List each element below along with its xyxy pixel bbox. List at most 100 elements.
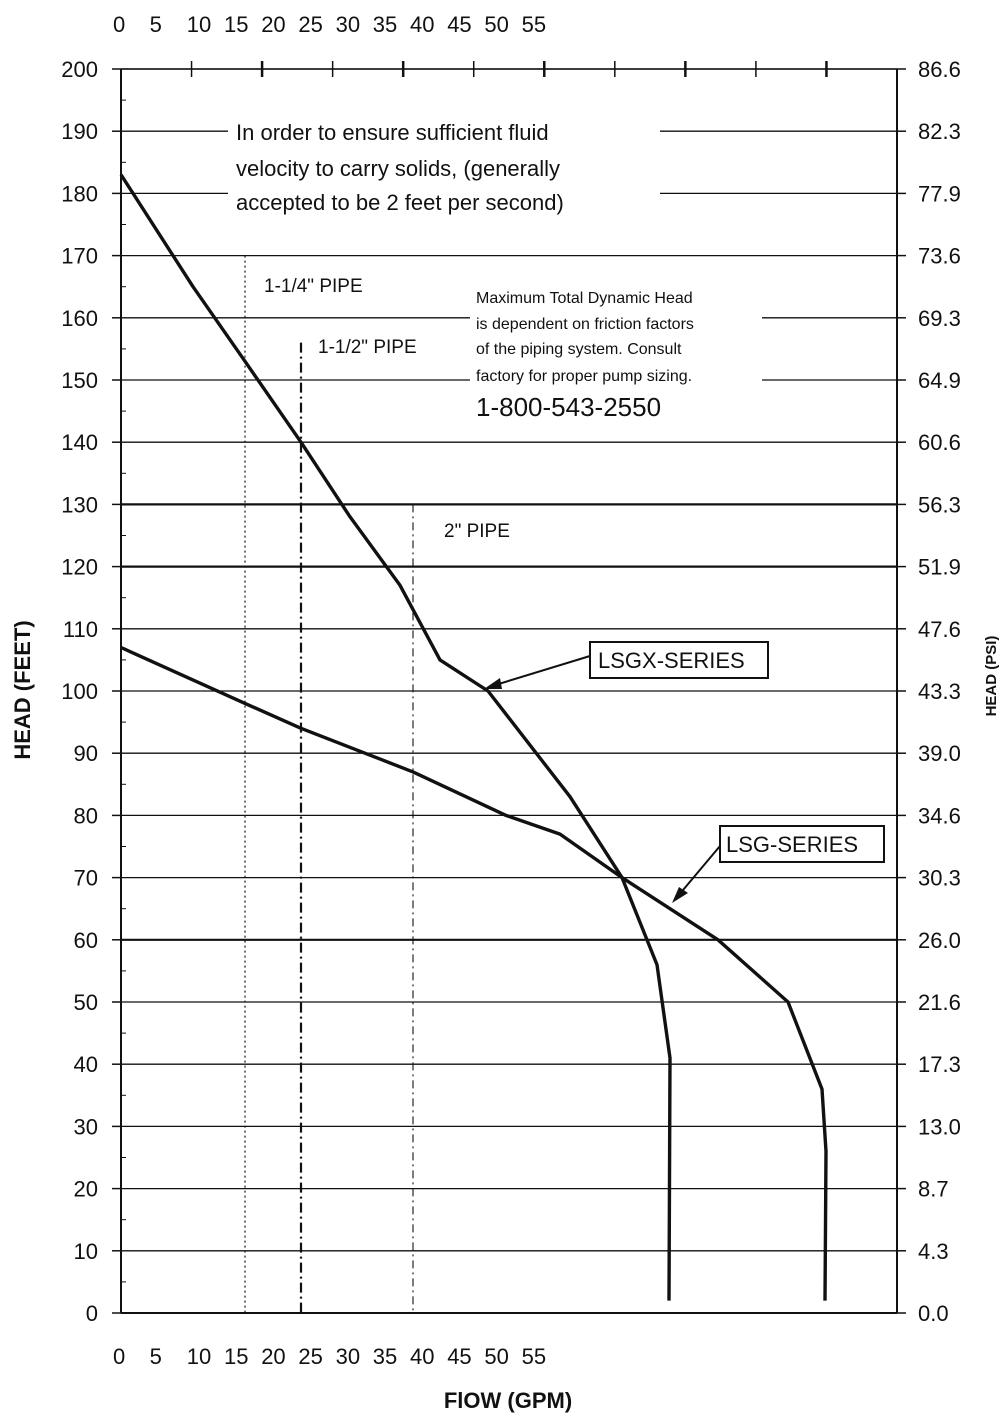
y2-tick-label-17.3: 17.3 [918,1052,961,1077]
y-tick-label-20: 20 [74,1177,98,1202]
y2-tick-label-30.3: 30.3 [918,866,961,891]
y2-tick-label-0.0: 0.0 [918,1301,949,1326]
velocity-note: In order to ensure sufficient fluid velo… [228,114,660,218]
y-tick-label-80: 80 [74,803,98,828]
y-tick-label-10: 10 [74,1239,98,1264]
pipe-lines [244,255,414,1313]
series-lines [119,173,828,1301]
x-tick-label-top-30: 30 [336,12,360,37]
axes [112,61,906,1314]
series-line-lsg-series [120,645,828,1301]
y2-tick-label-4.3: 4.3 [918,1239,949,1264]
y2-tick-label-47.6: 47.6 [918,617,961,642]
x-tick-label-bottom-50: 50 [484,1344,508,1369]
tdh-note-bg [470,284,762,392]
y-tick-label-0: 0 [86,1301,98,1326]
lsgx-arrow-head [484,678,502,689]
pipe-label-2: 2" PIPE [444,521,510,542]
x-tick-label-top-50: 50 [484,12,508,37]
x-axis-title: FlOW (GPM) [444,1388,572,1413]
x-tick-label-bottom-5: 5 [150,1344,162,1369]
x-tick-label-top-40: 40 [410,12,434,37]
tdh-note-line-4: factory for proper pump sizing. [476,368,692,385]
x-tick-label-bottom-15: 15 [224,1344,248,1369]
pipe-label-1-1-4: 1-1/4" PIPE [264,276,363,297]
tdh-note-line-3: of the piping system. Consult [476,341,682,358]
phone-number: 1-800-543-2550 [476,392,661,422]
tdh-note-line-1: Maximum Total Dynamic Head [476,290,693,307]
x-tick-label-bottom-20: 20 [261,1344,285,1369]
y2-axis-title: HEAD (PSI) [983,636,1000,717]
x-tick-label-top-20: 20 [261,12,285,37]
x-tick-label-top-15: 15 [224,12,248,37]
x-tick-label-bottom-0: 0 [113,1344,125,1369]
grid [121,68,897,1314]
y-tick-label-50: 50 [74,990,98,1015]
x-tick-label-top-0: 0 [113,12,125,37]
lsgx-series-label: LSGX-SERIES [598,648,745,673]
y2-tick-label-69.3: 69.3 [918,306,961,331]
x-tick-label-bottom-45: 45 [447,1344,471,1369]
lsg-arrow-line [677,845,721,897]
y2-tick-label-73.6: 73.6 [918,244,961,269]
y2-tick-label-51.9: 51.9 [918,555,961,580]
y2-tick-label-8.7: 8.7 [918,1177,949,1202]
lsgx-callout: LSGX-SERIES [484,641,769,689]
y-tick-label-190: 190 [61,119,98,144]
x-tick-label-bottom-30: 30 [336,1344,360,1369]
lsg-label-box [719,825,885,863]
y-tick-label-110: 110 [63,617,98,642]
y-tick-label-130: 130 [61,492,98,517]
y-tick-label-60: 60 [74,928,98,953]
y2-tick-label-82.3: 82.3 [918,119,961,144]
y-axis-title: HEAD (FEET) [10,620,35,759]
x-tick-label-top-45: 45 [447,12,471,37]
x-tick-label-bottom-35: 35 [373,1344,397,1369]
tdh-note: Maximum Total Dynamic Head is dependent … [470,284,762,422]
y-tick-label-120: 120 [61,555,98,580]
y-tick-label-40: 40 [74,1052,98,1077]
y-tick-label-150: 150 [61,368,98,393]
y-tick-label-180: 180 [61,181,98,206]
tick-labels: 0 0.010 4.320 8.730 13.040 17.350 21.660 26.070… [61,12,961,1369]
lsg-arrow-head [672,887,688,903]
x-tick-label-top-5: 5 [150,12,162,37]
y-tick-label-90: 90 [74,741,98,766]
y-tick-label-140: 140 [61,430,98,455]
y2-tick-label-43.3: 43.3 [918,679,961,704]
x-tick-label-bottom-55: 55 [522,1344,546,1369]
pipe-label-1-1-2: 1-1/2" PIPE [318,337,417,358]
y2-tick-label-13.0: 13.0 [918,1114,961,1139]
tdh-note-line-2: is dependent on friction factors [476,316,694,333]
y-tick-label-70: 70 [74,866,98,891]
x-tick-label-bottom-25: 25 [298,1344,322,1369]
x-tick-label-bottom-10: 10 [187,1344,211,1369]
y2-tick-label-34.6: 34.6 [918,803,961,828]
y2-tick-label-77.9: 77.9 [918,181,961,206]
x-tick-label-top-25: 25 [298,12,322,37]
x-tick-label-top-55: 55 [522,12,546,37]
series-line-lsgx-series [119,173,672,1301]
y2-tick-label-21.6: 21.6 [918,990,961,1015]
lsg-callout: LSG-SERIES [672,825,885,903]
y-tick-label-200: 200 [61,57,98,82]
velocity-note-line-1: In order to ensure sufficient fluid [236,120,549,145]
lsgx-label-box [589,641,769,679]
y2-tick-label-39.0: 39.0 [918,741,961,766]
y-tick-label-160: 160 [61,306,98,331]
velocity-note-line-2: velocity to carry solids, (generally [236,156,560,181]
y2-tick-label-64.9: 64.9 [918,368,961,393]
x-tick-label-top-35: 35 [373,12,397,37]
velocity-note-bg [228,114,660,218]
y-tick-label-30: 30 [74,1114,98,1139]
y2-tick-label-86.6: 86.6 [918,57,961,82]
y-tick-label-100: 100 [61,679,98,704]
y2-tick-label-56.3: 56.3 [918,492,961,517]
x-tick-label-bottom-40: 40 [410,1344,434,1369]
y-tick-label-170: 170 [61,244,98,269]
velocity-note-line-3: accepted to be 2 feet per second) [236,190,564,215]
lsg-series-label: LSG-SERIES [726,832,858,857]
lsgx-arrow-line [491,655,591,687]
y2-tick-label-26.0: 26.0 [918,928,961,953]
